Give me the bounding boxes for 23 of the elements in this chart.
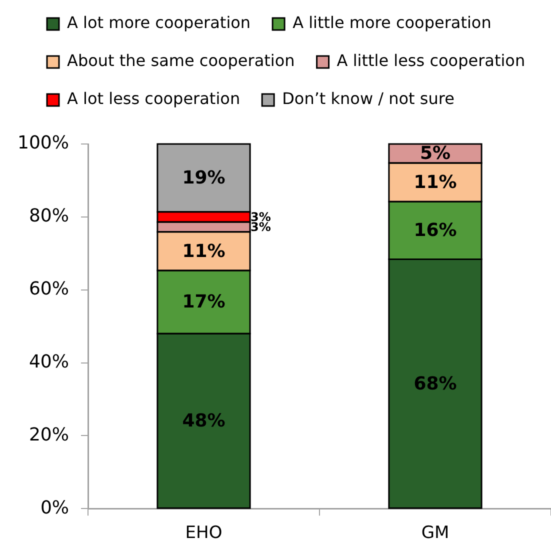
y-tick-label: 40% [28,351,69,372]
legend-label: A lot more cooperation [67,13,251,32]
y-tick-label: 80% [28,206,69,227]
legend-label: About the same cooperation [67,51,295,70]
y-tick-label: 100% [18,132,69,154]
x-tick-label: EHO [185,523,222,543]
legend-label: A little less cooperation [336,51,526,70]
data-label: 11% [414,172,457,193]
data-label: 16% [414,220,457,242]
legend-label: A little more cooperation [292,13,492,32]
y-tick-label: 0% [40,497,69,518]
legend-label: A lot less cooperation [67,89,240,108]
x-tick-label: GM [421,523,450,543]
data-label: 5% [420,143,451,164]
y-tick-label: 20% [28,424,69,446]
data-label: 17% [182,292,226,313]
data-label: 3% [250,220,271,234]
legend-label: Don’t know / not sure [282,89,454,108]
data-label: 19% [182,168,226,189]
data-label: 68% [414,373,457,394]
data-label: 48% [182,410,226,432]
y-tick-label: 60% [28,278,69,300]
data-label: 11% [182,240,226,262]
